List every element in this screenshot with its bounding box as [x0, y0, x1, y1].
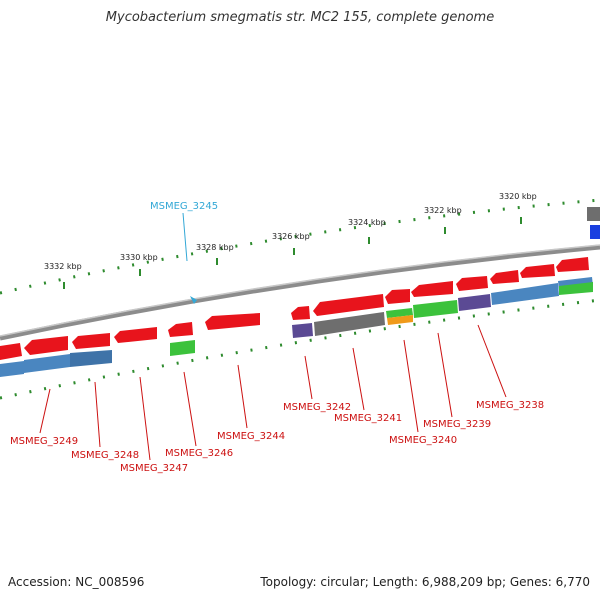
ruler-label-3332: 3332 kbp: [44, 262, 82, 271]
gene-label-msmeg-3249[interactable]: MSMEG_3249: [10, 436, 78, 447]
gene-arrows-red: [0, 257, 589, 360]
ruler-label-3324: 3324 kbp: [348, 218, 386, 227]
feature-gray-top-right: [587, 207, 600, 221]
gene-label-msmeg-3247[interactable]: MSMEG_3247: [120, 463, 188, 474]
callout-lines: [39, 212, 507, 461]
ruler-label-3328: 3328 kbp: [196, 243, 234, 252]
feature-blocks: [0, 277, 593, 377]
gene-label-msmeg-3242[interactable]: MSMEG_3242: [283, 402, 351, 413]
genome-summary: Topology: circular; Length: 6,988,209 bp…: [260, 575, 590, 589]
gene-label-msmeg-3244[interactable]: MSMEG_3244: [217, 431, 285, 442]
gene-label-msmeg-3239[interactable]: MSMEG_3239: [423, 419, 491, 430]
gene-label-msmeg-3238[interactable]: MSMEG_3238: [476, 400, 544, 411]
accession-text: Accession: NC_008596: [8, 575, 145, 589]
gene-label-msmeg-3248[interactable]: MSMEG_3248: [71, 450, 139, 461]
ruler-label-3326: 3326 kbp: [272, 232, 310, 241]
ruler-label-3320: 3320 kbp: [499, 192, 537, 201]
ruler-label-3322: 3322 kbp: [424, 206, 462, 215]
gene-label-msmeg-3241[interactable]: MSMEG_3241: [334, 413, 402, 424]
ruler-major-ticks: [63, 217, 522, 289]
gene-label-msmeg-3240[interactable]: MSMEG_3240: [389, 435, 457, 446]
genome-backbone-highlight: [0, 244, 600, 337]
map-title: Mycobacterium smegmatis str. MC2 155, co…: [105, 10, 495, 25]
gene-label-msmeg-3245[interactable]: MSMEG_3245: [150, 201, 218, 212]
gene-label-msmeg-3246[interactable]: MSMEG_3246: [165, 448, 233, 459]
ruler-label-3330: 3330 kbp: [120, 253, 158, 262]
feature-blue-top-right: [590, 225, 600, 239]
marker-cyan: [190, 296, 197, 304]
genome-backbone: [0, 244, 600, 341]
